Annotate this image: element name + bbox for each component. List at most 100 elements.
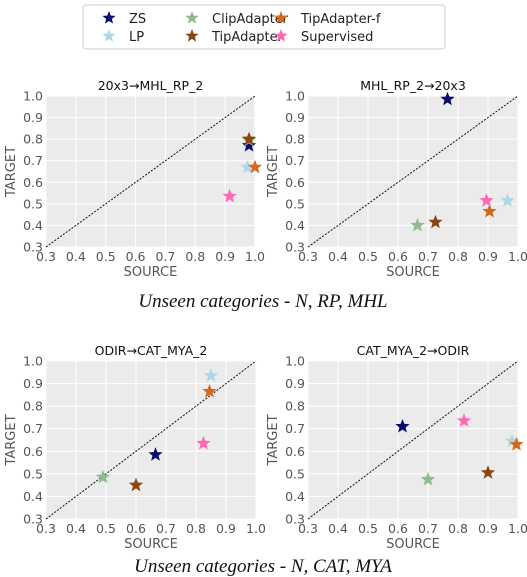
- x-tick-label: 0.3: [298, 249, 318, 264]
- diagonal-line: [45, 95, 256, 248]
- data-point-star: [148, 447, 163, 461]
- data-point-star: [241, 131, 257, 146]
- data-point-star: [480, 465, 496, 479]
- x-tick-label: 0.9: [215, 249, 235, 264]
- data-point-star: [202, 383, 217, 398]
- x-tick-label: 1.0: [245, 249, 265, 264]
- chart-panel-3: 0.3 0.4 0.5 0.6 0.7 0.8 0.9 1.0 0.3 0.4 0.5 0.6 0.7 0…: [4, 343, 266, 552]
- y-tick-label: 0.6: [285, 175, 305, 190]
- x-tick-label: 0.6: [388, 521, 408, 536]
- legend-entry: LP: [102, 29, 144, 45]
- x-tick-label: 1.0: [246, 521, 266, 536]
- y-tick-label: 1.0: [285, 89, 305, 104]
- y-tick-label: 0.6: [23, 175, 43, 190]
- x-tick-label: 1.0: [508, 249, 527, 264]
- y-tick-label: 0.7: [23, 421, 43, 436]
- x-tick-label: 0.6: [388, 249, 408, 264]
- x-tick-label: 0.3: [36, 249, 56, 264]
- data-point-star: [456, 413, 472, 427]
- x-tick-label: 0.8: [448, 521, 468, 536]
- data-point-star: [482, 203, 497, 218]
- x-tick-label: 0.7: [418, 249, 438, 264]
- data-point-star: [504, 433, 520, 448]
- y-axis-label: TARGET: [266, 414, 281, 466]
- x-tick-label: 0.4: [66, 521, 86, 536]
- caption-top: Unseen categories - N, RP, MHL: [138, 291, 387, 312]
- x-tick-label: 0.4: [328, 249, 348, 264]
- legend-label: LP: [129, 30, 144, 45]
- legend-label: TipAdapter-f: [300, 12, 381, 27]
- x-tick-label: 0.5: [358, 249, 378, 264]
- x-tick-label: 0.7: [155, 249, 175, 264]
- x-tick-label: 0.6: [126, 521, 146, 536]
- panel-title: MHL_RP_2→20x3: [360, 78, 466, 93]
- x-axis-label: SOURCE: [124, 537, 178, 552]
- diagonal-line: [45, 360, 257, 520]
- data-point-star: [247, 159, 263, 174]
- legend-frame: [82, 4, 446, 50]
- data-point-star: [196, 435, 211, 450]
- x-tick-label: 0.5: [96, 521, 116, 536]
- diagonal-line: [307, 95, 519, 248]
- y-tick-label: 0.7: [285, 153, 305, 168]
- panel-title: 20x3→MHL_RP_2: [98, 78, 204, 93]
- legend-label: Supervised: [301, 30, 373, 45]
- legend-label: TipAdapter: [211, 30, 284, 45]
- y-tick-label: 0.9: [285, 376, 305, 391]
- legend-entry: Supervised: [274, 29, 373, 45]
- y-tick-label: 0.7: [285, 421, 305, 436]
- data-point-star: [128, 477, 144, 492]
- x-tick-label: 0.9: [478, 249, 498, 264]
- legend-label: ClipAdapter: [212, 12, 289, 27]
- x-tick-label: 0.9: [478, 521, 498, 536]
- data-point-star: [95, 469, 111, 484]
- x-tick-label: 0.4: [328, 521, 348, 536]
- legend-star-icon: [102, 29, 116, 42]
- x-tick-label: 0.8: [448, 249, 468, 264]
- y-tick-label: 0.8: [285, 132, 305, 147]
- legend-star-icon: [185, 11, 199, 24]
- y-tick-label: 0.5: [23, 466, 43, 481]
- panel-title: ODIR→CAT_MYA_2: [95, 343, 208, 358]
- y-tick-label: 0.3: [285, 512, 305, 527]
- legend-star-icon: [185, 29, 199, 42]
- y-tick-label: 0.4: [285, 489, 305, 504]
- data-point-star: [410, 217, 425, 232]
- y-tick-label: 0.6: [285, 444, 305, 459]
- data-point-star: [395, 418, 410, 433]
- data-point-star: [241, 138, 257, 152]
- y-tick-label: 0.5: [285, 466, 305, 481]
- data-point-star: [500, 193, 515, 207]
- y-tick-label: 0.3: [23, 240, 43, 255]
- y-tick-label: 1.0: [23, 89, 43, 104]
- chart-panel-1: 0.3 0.4 0.5 0.6 0.7 0.8 0.9 1.0 0.3 0.4 0.5 0.6 0.7 0…: [4, 78, 265, 280]
- x-tick-label: 0.4: [66, 249, 86, 264]
- y-tick-label: 0.9: [23, 110, 43, 125]
- y-tick-label: 1.0: [23, 354, 43, 369]
- legend-star-icon: [102, 11, 116, 24]
- x-tick-label: 1.0: [508, 521, 527, 536]
- y-tick-label: 0.9: [285, 110, 305, 125]
- legend-entry: ClipAdapter: [185, 11, 289, 27]
- legend-label: ZS: [129, 12, 146, 27]
- y-tick-label: 0.5: [23, 196, 43, 211]
- diagonal-line: [307, 360, 519, 520]
- legend-entry: TipAdapter-f: [274, 11, 381, 27]
- x-tick-label: 0.9: [216, 521, 236, 536]
- y-tick-label: 0.8: [285, 399, 305, 414]
- y-tick-label: 0.9: [23, 376, 43, 391]
- caption-bottom: Unseen categories - N, CAT, MYA: [134, 556, 392, 577]
- legend-star-icon: [274, 11, 288, 24]
- x-tick-label: 0.8: [185, 249, 205, 264]
- x-tick-label: 0.5: [96, 249, 116, 264]
- y-tick-label: 0.6: [23, 444, 43, 459]
- x-axis-label: SOURCE: [124, 265, 178, 280]
- y-axis-label: TARGET: [266, 146, 281, 198]
- chart-panel-4: 0.3 0.4 0.5 0.6 0.7 0.8 0.9 1.0 0.3 0.4 0.5 0.6 0.7 0…: [266, 343, 527, 552]
- y-axis-label: TARGET: [4, 146, 19, 198]
- data-point-star: [440, 91, 455, 106]
- x-tick-label: 0.3: [298, 521, 318, 536]
- legend: ZS LP ClipAdapter TipAdapter TipAdapter-f Sup…: [82, 4, 446, 50]
- legend-entry: TipAdapter: [185, 29, 284, 45]
